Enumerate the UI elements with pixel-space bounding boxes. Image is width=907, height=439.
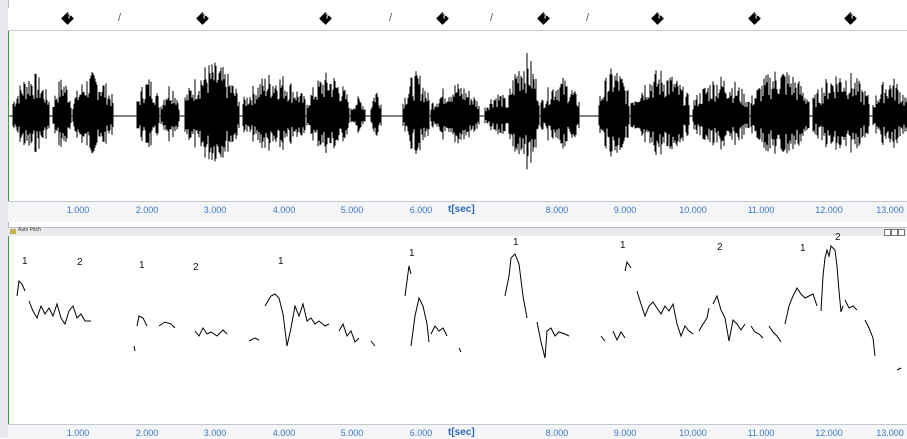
waveform-signal <box>12 53 907 170</box>
tick-label: 12.000 <box>815 428 843 438</box>
pitch-contour-segment <box>864 319 876 357</box>
pitch-contour-segment <box>600 335 606 342</box>
tick-label: 9.000 <box>613 205 637 215</box>
pitch-contour-segment <box>784 287 818 325</box>
tick-label: 9.000 <box>613 428 637 438</box>
pitch-label: 2 <box>717 242 723 253</box>
tick-label: 5.000 <box>340 205 364 215</box>
minimize-button[interactable] <box>884 229 891 236</box>
boundary-marker-3[interactable]: / <box>490 12 494 24</box>
tick-label: 6.000 <box>409 428 433 438</box>
tick-label: 5.000 <box>340 428 364 438</box>
pitch-label: 1 <box>22 256 28 267</box>
boundary-marker-1[interactable]: / <box>118 12 122 24</box>
pitch-contour-segment <box>338 322 360 343</box>
pitch-window-title: Auto Pitch <box>18 227 41 233</box>
tick-label: 13.000 <box>876 205 904 215</box>
pitch-contour-segment <box>750 325 764 339</box>
annotation-marker-8[interactable]: ? <box>844 12 857 25</box>
annotation-marker-4[interactable]: ? <box>436 12 449 25</box>
tick-label: 3.000 <box>203 428 227 438</box>
tick-label: 10.000 <box>679 205 707 215</box>
pitch-contour-segment <box>536 321 570 359</box>
pitch-time-axis: 1.000 2.000 3.000 4.000 5.000 6.000 t[se… <box>8 424 907 439</box>
annotation-marker-1[interactable]: ? <box>61 12 74 25</box>
pitch-contour-segment <box>404 265 412 297</box>
tick-label: 1.000 <box>66 205 90 215</box>
annotation-marker-3[interactable]: ? <box>319 12 332 25</box>
pitch-label: 1 <box>513 237 519 248</box>
tick-label: 4.000 <box>272 428 296 438</box>
pitch-contour-plot <box>16 244 902 371</box>
waveform-view[interactable] <box>8 31 907 201</box>
pitch-contour-segment <box>158 321 176 329</box>
pitch-contour-segment <box>896 367 902 371</box>
pitch-contour-segment <box>16 279 26 297</box>
tick-label: 12.000 <box>815 205 843 215</box>
pitch-contour-segment <box>612 330 626 342</box>
tick-label: 2.000 <box>135 428 159 438</box>
pitch-label: 1 <box>139 260 145 271</box>
pitch-contour-segment <box>768 325 782 343</box>
annotation-marker-7[interactable]: ? <box>748 12 761 25</box>
tick-label: 13.000 <box>876 428 904 438</box>
tick-label: 11.000 <box>747 428 775 438</box>
pitch-contour-segment <box>636 290 694 338</box>
pitch-contour-segment <box>248 337 260 342</box>
pitch-view[interactable]: 1 2 1 2 1 1 1 1 2 1 2 <box>8 232 907 424</box>
pitch-contour-segment <box>370 340 376 347</box>
pitch-contour-segment <box>820 244 844 313</box>
pitch-contour-segment <box>264 293 330 347</box>
tick-label: 6.000 <box>409 205 433 215</box>
pitch-contour-segment <box>430 325 448 337</box>
waveform-time-axis: 1.000 2.000 3.000 4.000 5.000 6.000 t[se… <box>8 201 907 222</box>
tick-label: 8.000 <box>545 428 569 438</box>
time-axis-label: t[sec] <box>448 204 475 215</box>
tick-label: 2.000 <box>135 205 159 215</box>
close-button[interactable] <box>898 229 905 236</box>
tick-label: 1.000 <box>66 428 90 438</box>
pitch-label: 2 <box>835 232 841 243</box>
waveform-plot <box>9 53 907 170</box>
time-axis-label: t[sec] <box>448 427 475 438</box>
pitch-contour-segment <box>133 345 136 352</box>
annotation-marker-5[interactable]: ? <box>537 12 550 25</box>
tick-label: 11.000 <box>747 205 775 215</box>
tick-label: 8.000 <box>545 205 569 215</box>
pitch-label: 2 <box>77 257 83 268</box>
pitch-label: 2 <box>193 262 199 273</box>
pitch-contour-segment <box>504 253 528 319</box>
tick-label: 3.000 <box>203 205 227 215</box>
pitch-label: 1 <box>278 256 284 267</box>
pitch-contour-segment <box>28 300 91 326</box>
pitch-contour-segment <box>624 260 632 272</box>
boundary-marker-4[interactable]: / <box>586 12 590 24</box>
pitch-label: 1 <box>620 240 626 251</box>
boundary-marker-2[interactable]: / <box>389 12 393 24</box>
annotation-bar[interactable]: ? / ? ? / ? / ? / ? ? ? <box>8 8 907 31</box>
pitch-label: 1 <box>800 243 806 254</box>
pitch-contour-segment <box>458 347 462 353</box>
maximize-button[interactable] <box>891 229 898 236</box>
pitch-window-icon <box>10 229 16 234</box>
annotation-marker-2[interactable]: ? <box>196 12 209 25</box>
pitch-contour-segment <box>194 327 228 337</box>
pitch-contour-segment <box>410 296 430 347</box>
annotation-marker-6[interactable]: ? <box>651 12 664 25</box>
pitch-contour-segment <box>698 307 710 332</box>
tick-label: 4.000 <box>272 205 296 215</box>
pitch-contour-segment <box>844 299 858 311</box>
pitch-contour-segment <box>136 315 148 327</box>
pitch-label: 1 <box>409 248 415 259</box>
pitch-contour-segment <box>712 294 746 342</box>
tick-label: 10.000 <box>679 428 707 438</box>
